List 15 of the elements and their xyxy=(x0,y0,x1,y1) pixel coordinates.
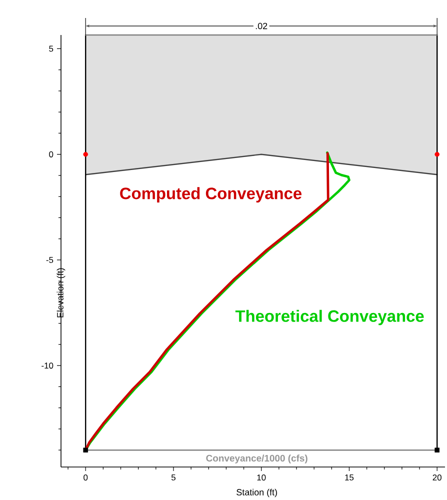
series-label: Computed Conveyance xyxy=(120,187,302,202)
x-tick-label: 20 xyxy=(432,474,442,481)
x-tick-label: 0 xyxy=(84,474,88,481)
y-tick-label: -10 xyxy=(42,362,54,369)
y-tick-label: 5 xyxy=(49,46,54,52)
x-tick-label: 10 xyxy=(257,474,266,481)
x-tick-label: 5 xyxy=(171,474,176,480)
text: .02 xyxy=(256,22,268,30)
y-tick-label: 0 xyxy=(49,151,54,158)
annotation: Conveyance/1000 (cfs) xyxy=(206,454,308,464)
x-tick-label: 15 xyxy=(345,474,354,480)
y-axis-title: Elevation (ft) xyxy=(56,268,66,318)
y-tick-label: -5 xyxy=(46,257,54,263)
x-axis-title: Station (ft) xyxy=(236,488,277,498)
series-label: Theoretical Conveyance xyxy=(235,310,424,326)
